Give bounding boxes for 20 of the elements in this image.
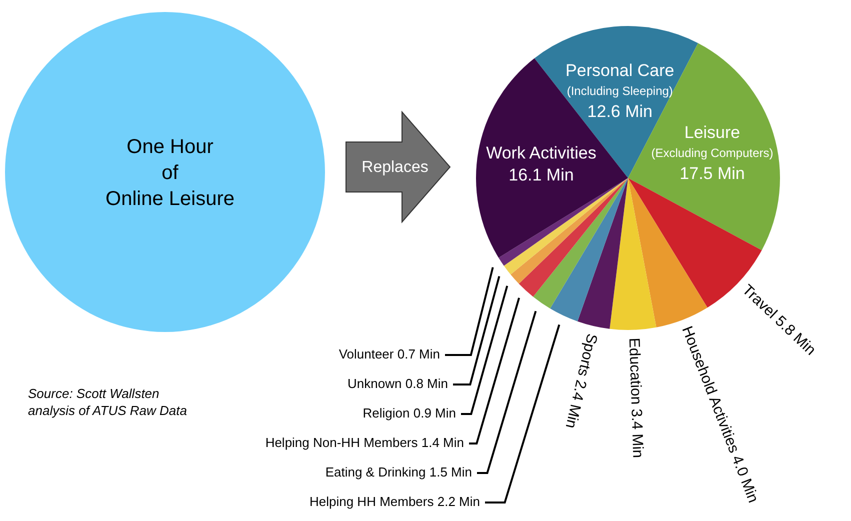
- text: One Hour of Online Leisure: [106, 136, 234, 210]
- pie-slice: [628, 178, 708, 328]
- source-note: Source: Scott Wallsten analysis of ATUS Raw Data: [28, 386, 187, 418]
- slice-label: Religion 0.9 Min: [362, 405, 456, 420]
- slice-label: Helping HH Members 2.2 Min: [309, 494, 480, 509]
- pie-slice: [610, 178, 656, 330]
- text: Replaces: [362, 159, 428, 176]
- slice-label: Leisure (Excluding Computers): [651, 123, 774, 160]
- slice-label: Personal Care (Including Sleeping): [566, 61, 674, 98]
- slice-label: Helping Non-HH Members 1.4 Min: [265, 434, 464, 450]
- slice-label: Education 3.4 Min: [625, 338, 646, 458]
- data-label: 17.5 Min: [680, 164, 745, 184]
- slice-label: Eating & Drinking 1.5 Min: [325, 464, 472, 480]
- slice-label: Sports 2.4 Min: [562, 332, 600, 430]
- data-label: 16.1 Min: [508, 165, 574, 184]
- pie-slice: [578, 178, 628, 329]
- slice-label: Volunteer 0.7 Min: [338, 346, 440, 362]
- slice-label: Work Activities: [486, 143, 596, 162]
- data-label: 12.6 Min: [587, 102, 652, 122]
- slice-label: Unknown 0.8 Min: [348, 376, 448, 391]
